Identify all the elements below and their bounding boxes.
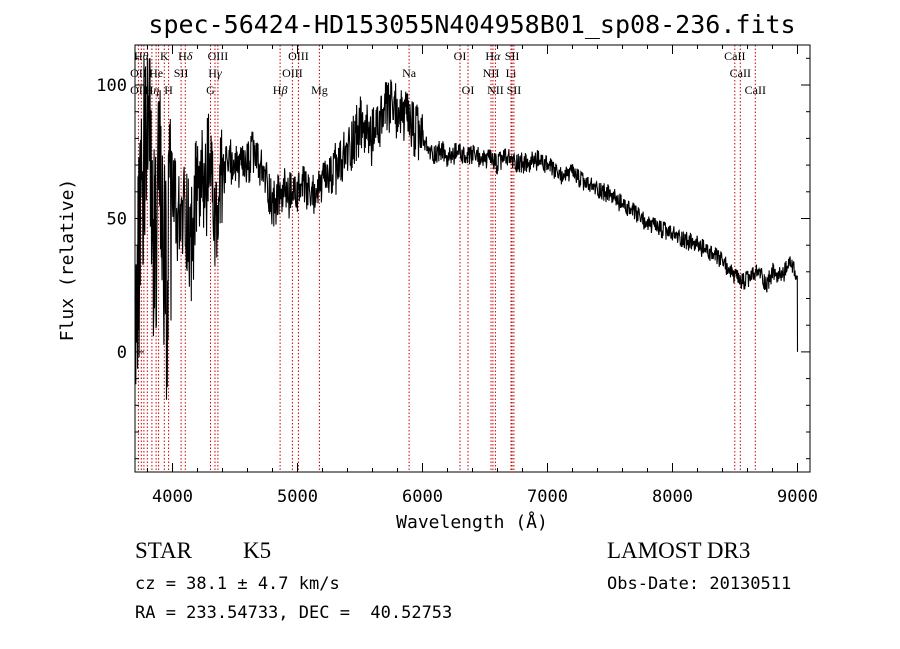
line-label: NII xyxy=(483,66,500,80)
x-tick-label: 7000 xyxy=(527,487,568,507)
line-label: He xyxy=(149,66,163,80)
x-tick-label: 8000 xyxy=(652,487,693,507)
line-label: OI xyxy=(454,49,467,63)
line-label: OI xyxy=(462,83,475,97)
y-axis-label: Flux (relative) xyxy=(57,179,78,342)
line-label: SII xyxy=(505,49,520,63)
line-label: CaII xyxy=(745,83,766,97)
line-label: Hδ xyxy=(178,49,193,63)
x-tick-label: 9000 xyxy=(777,487,818,507)
x-tick-label: 6000 xyxy=(402,487,443,507)
line-label: SII xyxy=(507,83,522,97)
object-subclass: K5 xyxy=(243,538,272,563)
line-label: G xyxy=(206,83,215,97)
line-label: NII xyxy=(487,83,504,97)
line-label: OII xyxy=(130,83,147,97)
line-labels: Hθ K Hδ OIII OIII OI Hα SII CaII OII He SII Hγ OIII Na… xyxy=(130,49,766,97)
line-label: OIII xyxy=(208,49,229,63)
line-label: CaII xyxy=(730,66,751,80)
observation-date: Obs-Date: 20130511 xyxy=(607,574,792,594)
object-class: STAR xyxy=(135,538,192,563)
survey-name: LAMOST DR3 xyxy=(607,538,751,563)
redshift-readout: cz = 38.1 ± 4.7 km/s xyxy=(135,574,340,594)
line-label: Hθ xyxy=(134,49,149,63)
line-label: Na xyxy=(402,66,417,80)
x-tick-label: 4000 xyxy=(152,487,193,507)
line-label: Hγ xyxy=(208,66,222,80)
x-tick-label: 5000 xyxy=(277,487,318,507)
line-label: K xyxy=(160,49,169,63)
line-markers xyxy=(137,45,756,472)
axis-ticks: 4000 5000 6000 7000 8000 9000 0 50 100 xyxy=(96,45,818,507)
x-axis-label: Wavelength (Å) xyxy=(396,511,548,533)
y-tick-label: 0 xyxy=(117,343,127,363)
chart-title: spec-56424-HD153055N404958B01_sp08-236.f… xyxy=(148,10,795,39)
line-label: OIII xyxy=(288,49,309,63)
line-label: Mg xyxy=(311,83,328,97)
line-label: H xyxy=(164,83,173,97)
line-label: OIII xyxy=(282,66,303,80)
line-label: Hα xyxy=(485,49,501,63)
spectrum-series xyxy=(134,58,799,400)
line-label: OII xyxy=(130,66,147,80)
y-tick-label: 50 xyxy=(107,210,127,230)
line-label: Hβ xyxy=(273,83,288,97)
line-label: SII xyxy=(174,66,189,80)
coordinates-readout: RA = 233.54733, DEC = 40.52753 xyxy=(135,603,453,623)
line-label: Li xyxy=(506,66,517,80)
y-tick-label: 100 xyxy=(96,76,127,96)
line-label: CaII xyxy=(724,49,745,63)
